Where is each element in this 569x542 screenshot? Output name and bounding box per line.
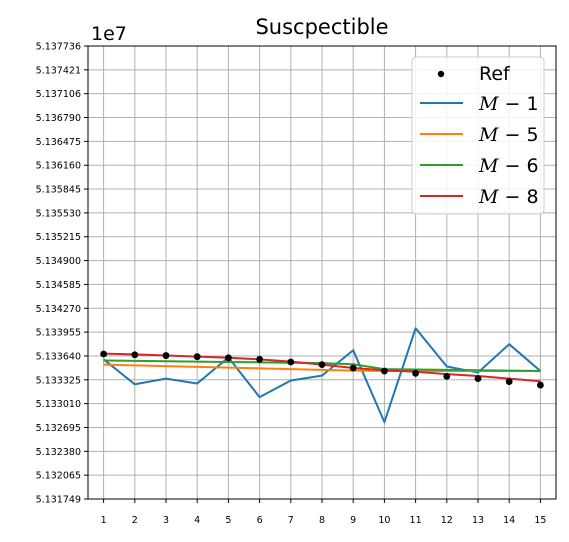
y-tick-label: 5.135215 [36,232,81,243]
ref-point [287,358,295,366]
x-tick-label: 10 [378,515,390,526]
x-tick-label: 15 [534,515,546,526]
x-tick-label: 1 [101,515,107,526]
x-tick-label: 8 [319,515,325,526]
x-tick-label: 13 [472,515,484,526]
x-axis: 1 2 3 4 5 6 7 8 9 10 11 12 13 14 15 [101,499,546,526]
y-tick-label: 5.137421 [36,65,81,76]
chart-title: Suscpectible [255,15,388,39]
ref-point [225,354,232,362]
x-tick-label: 6 [257,515,263,526]
y-tick-label: 5.132380 [36,447,81,458]
y-tick-label: 5.131749 [36,495,81,506]
y-tick-label: 5.136475 [36,137,81,148]
ref-point [537,381,544,389]
ref-point [474,375,482,383]
ref-point [318,361,326,369]
ref-point [162,352,170,359]
ref-point [505,378,513,386]
y-tick-label: 5.136790 [36,113,81,124]
legend-label-m-5: M − 5 [478,124,539,146]
y-tick-label: 5.134900 [36,256,81,267]
legend-label-m-6: M − 6 [478,155,539,177]
x-tick-label: 2 [132,515,138,526]
x-tick-label: 5 [225,515,231,526]
x-tick-label: 7 [288,515,294,526]
ref-point [443,372,451,380]
ref-point [131,351,139,359]
y-axis: 5.131749 5.132065 5.132380 5.132695 5.133010… [36,42,88,506]
legend-label-m-8: M − 8 [478,186,539,208]
legend-series: M − 1 M − 5 M − 6 M − 8 [420,93,539,208]
x-tick-label: 3 [163,515,169,526]
y-tick-label: 5.137106 [36,89,81,100]
y-offset-label: 1e7 [91,23,127,45]
y-tick-label: 5.137736 [36,42,81,53]
x-tick-label: 14 [503,515,515,526]
y-tick-label: 5.133010 [36,399,81,410]
ref-point [381,367,388,375]
y-tick-label: 5.135530 [36,208,81,219]
y-tick-label: 5.133955 [36,328,81,339]
y-tick-label: 5.134585 [36,280,81,291]
ref-point [412,369,419,377]
ref-point [256,355,263,363]
y-tick-label: 5.134270 [36,304,81,315]
x-tick-label: 4 [194,515,200,526]
y-tick-label: 5.133640 [36,351,81,362]
y-tick-label: 5.135845 [36,185,81,196]
legend: Ref M − 1 M − 5 M − 6 M − 8 [411,56,545,215]
x-tick-label: 12 [441,515,453,526]
y-tick-label: 5.132695 [36,423,81,434]
y-tick-label: 5.136160 [36,161,81,172]
legend-label-ref: Ref [479,63,511,85]
ref-point [193,353,201,361]
series-lines [102,327,542,424]
reference-points [100,350,544,389]
y-tick-label: 5.132065 [36,471,81,482]
y-tick-label: 5.133325 [36,375,81,386]
legend-box [411,56,545,215]
ref-point [100,350,107,358]
x-tick-label: 11 [410,515,422,526]
legend-ref-marker [437,70,445,78]
ref-point [349,364,357,372]
x-tick-label: 9 [350,515,356,526]
legend-label-m-1: M − 1 [478,93,539,115]
